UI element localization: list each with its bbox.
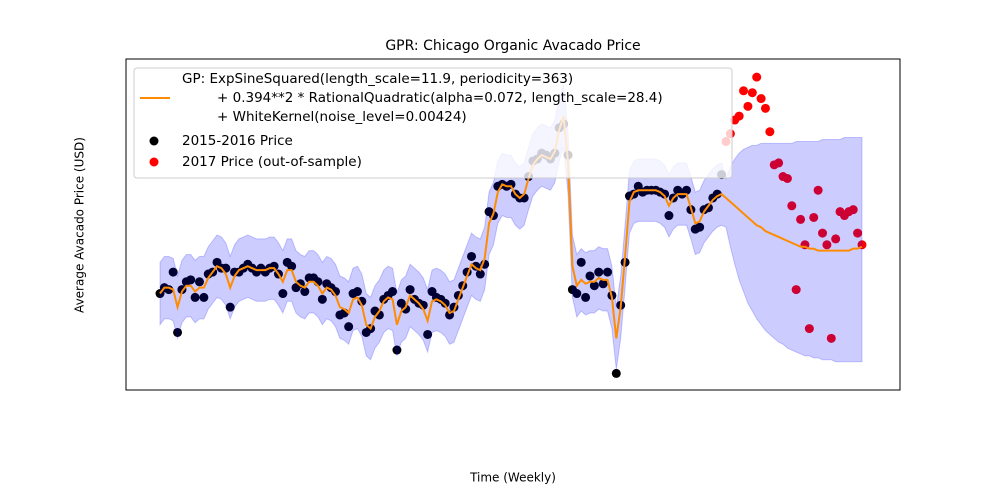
legend-box — [133, 67, 733, 179]
data-point — [168, 267, 178, 277]
legend-label: + WhiteKernel(noise_level=0.00424) — [217, 109, 467, 125]
data-point — [392, 345, 402, 355]
data-point — [774, 158, 784, 168]
legend-label: 2015-2016 Price — [182, 133, 293, 149]
data-point — [585, 271, 595, 281]
chart-title: GPR: Chicago Organic Avacado Price — [385, 38, 640, 54]
data-point — [756, 94, 766, 104]
data-point — [664, 211, 674, 221]
data-point — [809, 212, 819, 222]
data-point — [317, 294, 327, 304]
data-point — [611, 368, 621, 378]
data-point — [278, 289, 288, 299]
gp-mean-line — [159, 115, 863, 339]
data-point — [186, 275, 196, 285]
data-point — [287, 261, 297, 271]
confidence-band — [159, 84, 863, 370]
data-point — [752, 72, 762, 82]
data-point — [388, 287, 398, 297]
legend-label: GP: ExpSineSquared(length_scale=11.9, pe… — [182, 71, 573, 87]
data-point — [589, 281, 599, 291]
legend-swatch — [149, 157, 159, 167]
data-point — [682, 185, 691, 195]
data-point — [695, 222, 705, 232]
data-point — [357, 296, 367, 306]
data-point — [475, 269, 485, 279]
data-point — [572, 289, 582, 299]
data-point — [796, 214, 806, 224]
axes-frame — [125, 58, 901, 391]
legend-label: + 0.394**2 * RationalQuadratic(alpha=0.0… — [217, 90, 663, 106]
data-point — [173, 327, 183, 337]
data-point — [405, 285, 415, 295]
data-point — [765, 127, 775, 137]
data-point — [440, 298, 450, 308]
data-point — [581, 292, 591, 302]
data-point — [804, 324, 814, 334]
data-point — [848, 205, 858, 215]
data-point — [739, 86, 749, 96]
data-point — [782, 173, 792, 183]
data-point — [831, 234, 841, 244]
data-point — [787, 201, 797, 211]
y-axis-label: Average Avacado Price (USD) — [73, 137, 87, 313]
data-point — [853, 228, 863, 238]
data-point — [594, 267, 604, 277]
data-point — [423, 329, 433, 339]
data-point — [743, 101, 753, 111]
data-point — [813, 185, 823, 195]
data-point — [225, 302, 235, 312]
legend: GP: ExpSineSquared(length_scale=11.9, pe… — [133, 67, 733, 179]
data-point — [467, 251, 477, 261]
x-axis-label: Time (Weekly) — [469, 471, 556, 485]
data-point — [747, 88, 757, 98]
data-point — [199, 292, 209, 302]
data-point — [734, 111, 744, 121]
data-point — [826, 333, 836, 343]
data-point — [822, 240, 832, 250]
data-point — [760, 103, 770, 113]
data-point — [352, 287, 362, 297]
data-point — [190, 292, 200, 302]
data-point — [300, 287, 310, 297]
data-point — [712, 189, 722, 199]
data-point — [791, 285, 801, 295]
legend-label: 2017 Price (out-of-sample) — [182, 154, 362, 170]
data-point — [401, 304, 411, 314]
data-point — [818, 228, 828, 238]
data-point — [576, 257, 586, 267]
legend-swatch — [149, 136, 159, 146]
data-point — [344, 322, 354, 332]
data-point — [660, 189, 670, 199]
data-point — [194, 277, 204, 287]
data-point — [603, 267, 613, 277]
data-point — [598, 279, 608, 289]
